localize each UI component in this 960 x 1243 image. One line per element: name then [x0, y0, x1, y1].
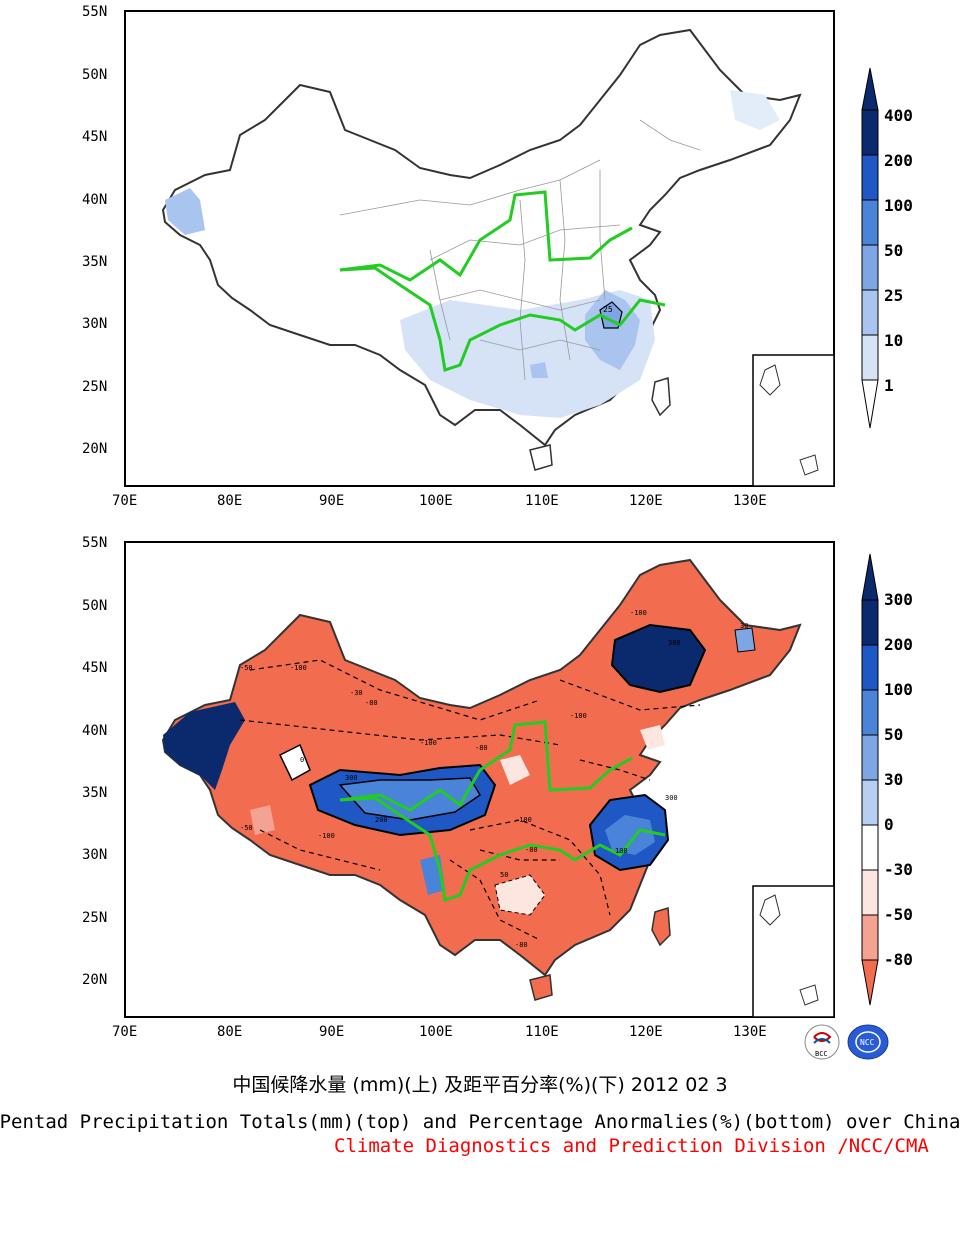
caption-english: Pentad Precipitation Totals(mm)(top) and…: [0, 1111, 960, 1133]
precipitation-total-map: 25 55N 50N 45N 40N 35N 30N 25N 20N: [82, 4, 913, 509]
anomaly-west: [163, 702, 245, 790]
caption-division: Climate Diagnostics and Prediction Divis…: [334, 1135, 929, 1157]
precip-contour-25: [599, 301, 623, 329]
svg-text:-50: -50: [240, 824, 253, 832]
svg-text:25N: 25N: [82, 910, 107, 926]
svg-text:120E: 120E: [629, 493, 663, 509]
svg-text:70E: 70E: [112, 493, 137, 509]
svg-text:80E: 80E: [217, 1024, 242, 1040]
contour-labels: -100 -50 -30 -80 -100 -80 -100 -100 300 …: [240, 609, 748, 949]
svg-text:300: 300: [884, 590, 913, 609]
svg-text:130E: 130E: [733, 1024, 767, 1040]
precip-area-4: [730, 90, 780, 130]
svg-text:20N: 20N: [82, 441, 107, 457]
svg-text:0: 0: [884, 815, 894, 834]
svg-text:100E: 100E: [419, 1024, 453, 1040]
svg-text:-100: -100: [630, 609, 647, 617]
svg-text:-80: -80: [475, 744, 488, 752]
svg-text:-30: -30: [884, 860, 913, 879]
svg-text:BCC: BCC: [815, 1050, 828, 1058]
svg-text:110E: 110E: [525, 1024, 559, 1040]
svg-text:-80: -80: [525, 846, 538, 854]
svg-text:300: 300: [668, 639, 681, 647]
bottom-lat-ticks: 55N 50N 45N 40N 35N 30N 25N 20N: [82, 535, 107, 988]
top-colorbar: 400 200 100 50 25 10 1: [861, 67, 913, 429]
svg-text:130E: 130E: [733, 493, 767, 509]
svg-text:40N: 40N: [82, 723, 107, 739]
svg-text:-100: -100: [420, 739, 437, 747]
svg-text:200: 200: [375, 816, 388, 824]
svg-text:30: 30: [884, 770, 903, 789]
svg-text:-100: -100: [570, 712, 587, 720]
svg-text:200: 200: [884, 635, 913, 654]
svg-text:10: 10: [884, 331, 903, 350]
svg-text:45N: 45N: [82, 129, 107, 145]
svg-text:300: 300: [665, 794, 678, 802]
svg-text:NCC: NCC: [860, 1038, 875, 1047]
svg-text:90E: 90E: [319, 493, 344, 509]
precip-area-5: [530, 362, 548, 378]
svg-text:20N: 20N: [82, 972, 107, 988]
svg-text:50: 50: [884, 241, 903, 260]
south-china-sea-inset: [752, 885, 834, 1017]
svg-text:0: 0: [300, 756, 304, 764]
contour-label: 25: [603, 305, 613, 314]
svg-text:55N: 55N: [82, 535, 107, 551]
svg-text:25N: 25N: [82, 379, 107, 395]
anomaly-northeast: [610, 623, 707, 694]
precipitation-anomaly-map: -100 -50 -30 -80 -100 -80 -100 -100 300 …: [82, 535, 913, 1040]
svg-text:25: 25: [884, 286, 903, 305]
svg-text:300: 300: [345, 774, 358, 782]
svg-text:90E: 90E: [319, 1024, 344, 1040]
svg-text:50: 50: [884, 725, 903, 744]
svg-text:30: 30: [740, 622, 748, 630]
svg-text:-100: -100: [318, 832, 335, 840]
svg-text:100: 100: [615, 847, 628, 855]
svg-text:30N: 30N: [82, 847, 107, 863]
svg-text:55N: 55N: [82, 4, 107, 20]
svg-text:50N: 50N: [82, 67, 107, 83]
bottom-colorbar: 300 200 100 50 30 0 -30 -50 -80: [861, 553, 913, 1006]
svg-text:-30: -30: [350, 689, 363, 697]
svg-text:-80: -80: [884, 950, 913, 969]
ncc-logo: NCC: [847, 1024, 889, 1060]
bcc-logo: BCC: [804, 1024, 840, 1060]
svg-text:-80: -80: [365, 699, 378, 707]
svg-text:200: 200: [884, 151, 913, 170]
svg-text:50: 50: [500, 871, 508, 879]
south-china-sea-inset: [752, 354, 834, 486]
svg-text:100: 100: [884, 196, 913, 215]
svg-text:-50: -50: [884, 905, 913, 924]
svg-text:-50: -50: [240, 664, 253, 672]
svg-text:35N: 35N: [82, 785, 107, 801]
svg-text:-80: -80: [515, 941, 528, 949]
svg-text:-100: -100: [290, 664, 307, 672]
svg-text:110E: 110E: [525, 493, 559, 509]
svg-text:100E: 100E: [419, 493, 453, 509]
svg-text:35N: 35N: [82, 254, 107, 270]
svg-text:70E: 70E: [112, 1024, 137, 1040]
svg-text:40N: 40N: [82, 192, 107, 208]
svg-text:50N: 50N: [82, 598, 107, 614]
svg-text:45N: 45N: [82, 660, 107, 676]
svg-text:100: 100: [884, 680, 913, 699]
svg-text:1: 1: [884, 376, 894, 395]
svg-text:-100: -100: [515, 816, 532, 824]
svg-text:30N: 30N: [82, 316, 107, 332]
svg-text:80E: 80E: [217, 493, 242, 509]
yellow-river: [339, 190, 633, 282]
top-lon-ticks: 70E 80E 90E 100E 110E 120E 130E: [112, 493, 767, 509]
svg-text:120E: 120E: [629, 1024, 663, 1040]
caption-chinese: 中国候降水量 (mm)(上) 及距平百分率(%)(下) 2012 02 3: [232, 1074, 728, 1096]
bottom-lon-ticks: 70E 80E 90E 100E 110E 120E 130E: [112, 1024, 767, 1040]
top-lat-ticks: 55N 50N 45N 40N 35N 30N 25N 20N: [82, 4, 107, 457]
svg-text:400: 400: [884, 106, 913, 125]
precip-area-1: [165, 188, 205, 235]
yangtze-river: [339, 266, 666, 372]
